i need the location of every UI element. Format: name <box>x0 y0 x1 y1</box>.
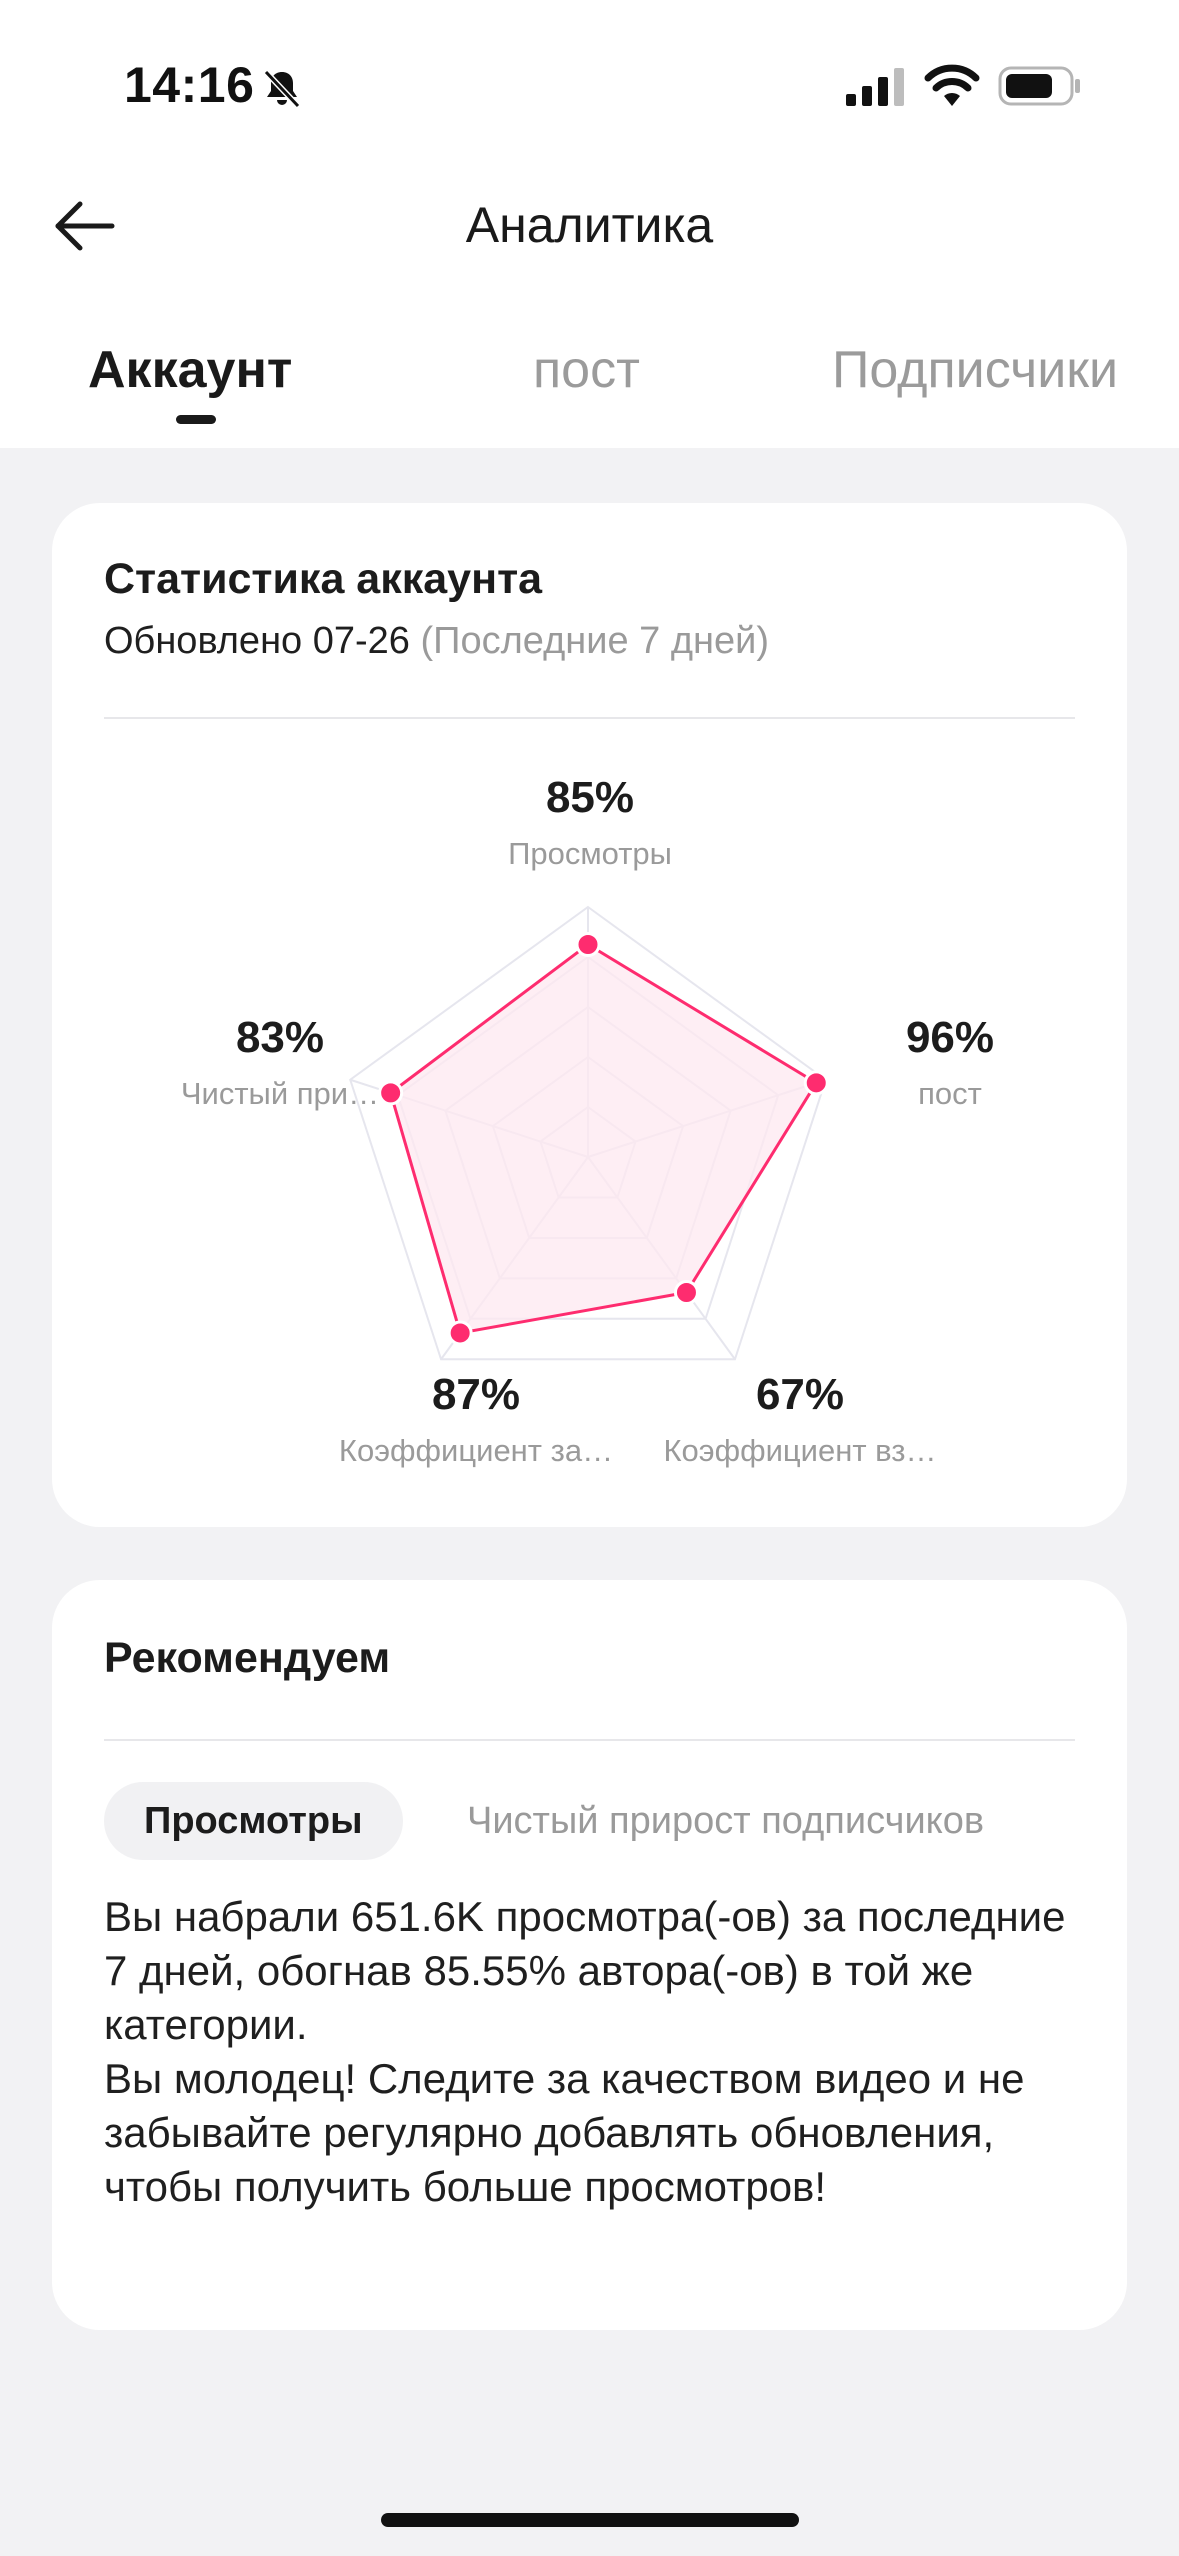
reco-tab-net-growth[interactable]: Чистый прирост подписчиков <box>467 1800 985 1842</box>
axis-label-engagement: Коэффициент вз… <box>663 1433 937 1468</box>
radar-point-2 <box>673 1280 699 1306</box>
signal-icon <box>846 68 904 106</box>
home-indicator[interactable] <box>381 2513 799 2527</box>
arrow-left-icon[interactable] <box>50 198 116 254</box>
radar-point-1 <box>803 1070 829 1096</box>
radar-point-3 <box>447 1320 473 1346</box>
axis-label-rate: Коэффициент за… <box>338 1433 614 1468</box>
radar-point-0 <box>575 932 601 957</box>
tab-active-indicator <box>176 415 216 424</box>
page-title: Аналитика <box>465 197 714 253</box>
recommendation-text: Вы набрали 651.6K просмотра(-ов) за посл… <box>104 1893 1066 2210</box>
status-time: 14:16 <box>124 57 255 113</box>
reco-tab-views[interactable]: Просмотры <box>104 1782 403 1860</box>
wifi-icon <box>924 64 980 106</box>
radar-data-area <box>388 942 819 1335</box>
axis-value-post: 96% <box>905 1013 995 1062</box>
axis-value-views: 85% <box>545 773 635 822</box>
card-title: Рекомендуем <box>104 1634 391 1682</box>
period-text: (Последние 7 дней) <box>420 620 770 662</box>
axis-label-views: Просмотры <box>508 836 672 871</box>
updated-date: Обновлено 07-26 (Последние 7 дней) <box>104 620 769 663</box>
card-title: Статистика аккаунта <box>104 555 543 603</box>
bell-slash-icon <box>263 69 301 109</box>
radar-grid-ring <box>349 905 827 1361</box>
axis-value-net-growth: 83% <box>235 1013 325 1062</box>
tab-post[interactable]: пост <box>533 341 640 399</box>
tab-account[interactable]: Аккаунт <box>88 341 293 399</box>
divider <box>104 717 1075 719</box>
axis-value-engagement: 67% <box>755 1370 845 1419</box>
top-section <box>0 0 1179 448</box>
axis-value-rate: 87% <box>431 1370 521 1419</box>
battery-icon <box>998 66 1080 106</box>
axis-label-net-growth: Чистый при… <box>180 1076 380 1111</box>
tab-subscribers[interactable]: Подписчики <box>832 341 1119 399</box>
radar-chart <box>349 905 829 1361</box>
axis-label-post: пост <box>918 1076 982 1111</box>
radar-point-4 <box>378 1080 404 1106</box>
recommendation-card: Рекомендуем Просмотры Чистый прирост под… <box>52 1580 1127 2330</box>
divider <box>104 1739 1075 1741</box>
account-stats-card: Статистика аккаунта Обновлено 07-26 (Пос… <box>52 503 1127 1527</box>
updated-text: Обновлено 07-26 <box>104 620 410 662</box>
